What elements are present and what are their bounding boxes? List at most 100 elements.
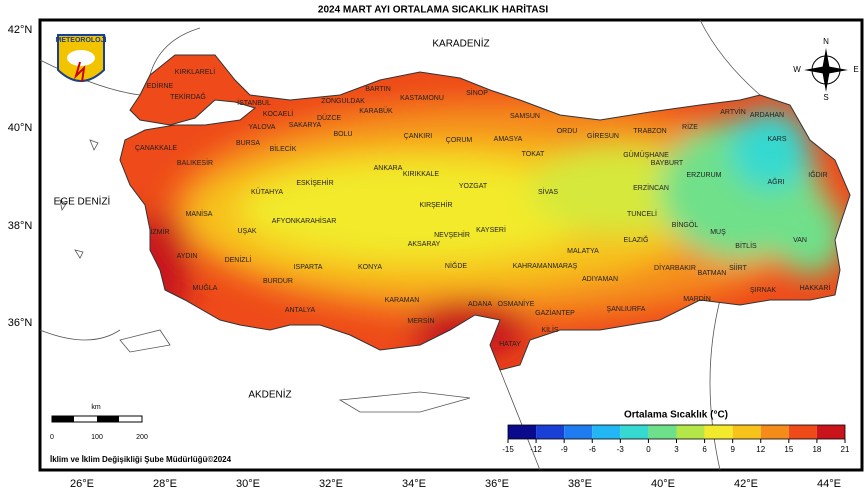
province-label: ARTVİN xyxy=(720,107,746,116)
compass-letter: N xyxy=(823,37,829,46)
province-label: BAYBURT xyxy=(651,160,684,167)
province-label: ADIYAMAN xyxy=(582,276,618,283)
lon-label: 34°E xyxy=(402,478,426,490)
province-label: AĞRI xyxy=(767,177,784,186)
province-label: DÜZCE xyxy=(317,114,341,122)
neighbors xyxy=(39,19,761,471)
colorbar-tick-label: 15 xyxy=(784,445,793,454)
province-label: SİİRT xyxy=(729,263,747,272)
province-label: KIRKLARELİ xyxy=(175,67,216,76)
province-label: UŞAK xyxy=(237,228,256,235)
province-label: AKSARAY xyxy=(408,241,441,248)
colorbar-bin xyxy=(732,425,761,439)
province-label: BİLECİK xyxy=(270,144,297,153)
province-label: EDİRNE xyxy=(147,81,174,90)
footer: İklim ve İklim Değişikliği Şube Müdürlüğ… xyxy=(50,455,232,464)
province-label: RİZE xyxy=(682,122,698,131)
province-label: OSMANİYE xyxy=(498,299,535,308)
province-label: ÇORUM xyxy=(446,137,473,144)
lat-label: 38°N xyxy=(8,220,33,232)
province-label: KIRŞEHİR xyxy=(419,200,452,209)
colorbar-tick-label: -12 xyxy=(530,445,542,454)
province-label: GİRESUN xyxy=(587,131,619,140)
lon-label: 28°E xyxy=(153,478,177,490)
province-label: GAZİANTEP xyxy=(535,308,575,317)
province-label: KASTAMONU xyxy=(400,95,444,102)
province-label: ERZİNCAN xyxy=(633,183,669,192)
colorbar-bin xyxy=(620,425,649,439)
sea-label: EGE DENİZİ xyxy=(54,195,111,208)
province-label: SAMSUN xyxy=(510,113,540,120)
province-label: ADANA xyxy=(468,301,492,308)
colorbar-bin xyxy=(592,425,621,439)
province-label: BİTLİS xyxy=(735,241,757,250)
colorbar-tick-label: 0 xyxy=(646,445,651,454)
colorbar-bin xyxy=(788,425,817,439)
legend-title: Ortalama Sıcaklık (°C) xyxy=(624,410,728,421)
colorbar-tick-label: 6 xyxy=(702,445,707,454)
province-label: BİNGÖL xyxy=(672,220,699,229)
province-label: MUŞ xyxy=(710,229,726,236)
province-label: ORDU xyxy=(557,128,578,135)
province-label: KAHRAMANMARAŞ xyxy=(513,263,578,270)
colorbar-bin xyxy=(648,425,677,439)
colorbar-tick-label: 9 xyxy=(730,445,735,454)
province-label: ŞANLIURFA xyxy=(607,306,646,313)
lat-label: 36°N xyxy=(8,317,33,329)
lon-label: 44°E xyxy=(817,478,841,490)
compass-letter: S xyxy=(823,93,828,102)
province-label: MARDİN xyxy=(683,294,711,303)
colorbar-tick-label: 18 xyxy=(812,445,821,454)
province-label: SİVAS xyxy=(538,187,558,196)
province-label: DİYARBAKIR xyxy=(654,263,696,272)
province-label: BURDUR xyxy=(263,278,293,285)
province-label: NİĞDE xyxy=(445,261,468,270)
province-label: KİLİS xyxy=(541,325,558,334)
colorbar-tick-label: 12 xyxy=(756,445,765,454)
colorbar-tick-label: -9 xyxy=(561,445,569,454)
province-label: KIRIKKALE xyxy=(403,171,440,178)
province-label: KOCAELİ xyxy=(263,109,293,118)
province-label: TRABZON xyxy=(633,128,666,135)
colorbar-bin xyxy=(564,425,593,439)
province-label: KÜTAHYA xyxy=(251,188,283,196)
lon-label: 30°E xyxy=(236,478,260,490)
province-label: ELAZIĞ xyxy=(624,235,649,244)
colorbar-bin xyxy=(760,425,789,439)
province-label: KARABÜK xyxy=(359,107,393,115)
province-label: ZONGULDAK xyxy=(321,98,365,105)
province-label: MUĞLA xyxy=(193,283,218,292)
scale-tick-label: 100 xyxy=(91,434,103,441)
province-label: KAYSERİ xyxy=(476,225,506,234)
province-label: İSTANBUL xyxy=(237,98,271,107)
province-label: AYDIN xyxy=(177,253,198,260)
province-label: ANTALYA xyxy=(285,307,316,314)
province-label: BURSA xyxy=(236,140,260,147)
scale-bar xyxy=(51,415,143,423)
province-label: AMASYA xyxy=(494,136,523,143)
colorbar-tick-label: 21 xyxy=(841,445,850,454)
sea-label: AKDENİZ xyxy=(248,388,291,401)
colorbar-bin xyxy=(536,425,565,439)
scale-unit: km xyxy=(91,404,101,411)
lon-label: 42°E xyxy=(734,478,758,490)
sea-label: KARADENİZ xyxy=(432,37,489,50)
lon-label: 26°E xyxy=(70,478,94,490)
province-label: VAN xyxy=(793,237,807,244)
province-label: TOKAT xyxy=(522,151,545,158)
province-label: ÇANKIRI xyxy=(404,133,432,140)
compass-letter: W xyxy=(793,65,801,74)
province-label: TEKİRDAĞ xyxy=(170,92,206,101)
lon-label: 40°E xyxy=(651,478,675,490)
scale-tick-label: 0 xyxy=(50,434,54,441)
colorbar-tick-label: -6 xyxy=(589,445,597,454)
colorbar-bin xyxy=(704,425,733,439)
colorbar-bin xyxy=(816,425,845,439)
lat-label: 42°N xyxy=(8,24,33,36)
province-label: ARDAHAN xyxy=(750,112,784,119)
province-label: SİNOP xyxy=(466,88,488,97)
compass xyxy=(804,48,848,92)
province-label: ISPARTA xyxy=(294,264,323,271)
province-label: BOLU xyxy=(333,131,352,138)
province-label: YALOVA xyxy=(249,124,276,131)
